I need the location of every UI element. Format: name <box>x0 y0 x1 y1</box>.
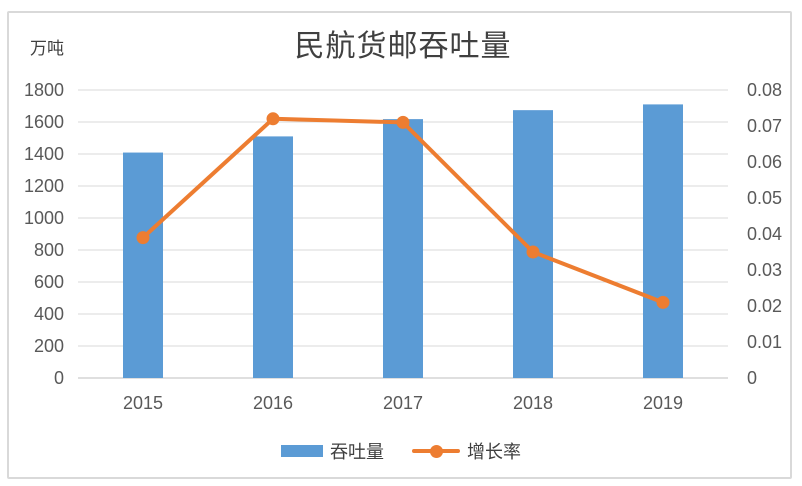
legend-item-throughput: 吞吐量 <box>281 438 384 464</box>
bar-series-swatch <box>281 445 323 457</box>
line-marker-2017 <box>396 115 410 129</box>
left-axis-tick-label: 600 <box>34 272 64 292</box>
x-axis-label-2018: 2018 <box>513 393 553 413</box>
right-axis-tick-label: 0.03 <box>747 260 782 280</box>
right-axis-tick-label: 0.01 <box>747 332 782 352</box>
x-axis-label-2017: 2017 <box>383 393 423 413</box>
right-axis-tick-label: 0.06 <box>747 152 782 172</box>
left-axis-tick-label: 1400 <box>24 144 64 164</box>
right-axis-tick-label: 0.07 <box>747 116 782 136</box>
chart-title: 民航货邮吞吐量 <box>294 29 512 64</box>
left-axis-tick-label: 400 <box>34 304 64 324</box>
left-axis-tick-label: 1200 <box>24 176 64 196</box>
x-axis-label-2015: 2015 <box>123 393 163 413</box>
line-marker-2019 <box>656 295 670 309</box>
line-marker-2016 <box>266 112 280 126</box>
legend-item-growth-rate: 增长率 <box>412 438 521 464</box>
line-marker-dot <box>429 444 443 458</box>
left-axis-tick-label: 1000 <box>24 208 64 228</box>
line-marker-2018 <box>526 245 540 259</box>
line-marker-2015 <box>136 231 150 245</box>
legend-label-growth-rate: 增长率 <box>467 442 521 463</box>
right-axis-tick-label: 0.04 <box>747 224 782 244</box>
right-axis-tick-label: 0.08 <box>747 80 782 100</box>
bar-2016 <box>253 136 293 378</box>
left-axis-unit-label: 万吨 <box>30 39 64 59</box>
bar-2017 <box>383 119 423 379</box>
left-axis-tick-label: 0 <box>54 368 64 388</box>
legend: 吞吐量 增长率 <box>0 438 802 464</box>
bar-2019 <box>643 104 683 379</box>
left-axis-tick-label: 1800 <box>24 80 64 100</box>
legend-label-throughput: 吞吐量 <box>330 442 384 463</box>
left-axis-tick-label: 800 <box>34 240 64 260</box>
line-series-swatch <box>412 444 460 458</box>
right-axis-tick-label: 0.05 <box>747 188 782 208</box>
left-axis-tick-label: 1600 <box>24 112 64 132</box>
bar-2018 <box>513 110 553 378</box>
right-axis-tick-label: 0 <box>747 368 757 388</box>
x-axis-label-2016: 2016 <box>253 393 293 413</box>
left-axis-tick-label: 200 <box>34 336 64 356</box>
bar-2015 <box>123 152 163 378</box>
right-axis-tick-label: 0.02 <box>747 296 782 316</box>
x-axis-label-2019: 2019 <box>643 393 683 413</box>
